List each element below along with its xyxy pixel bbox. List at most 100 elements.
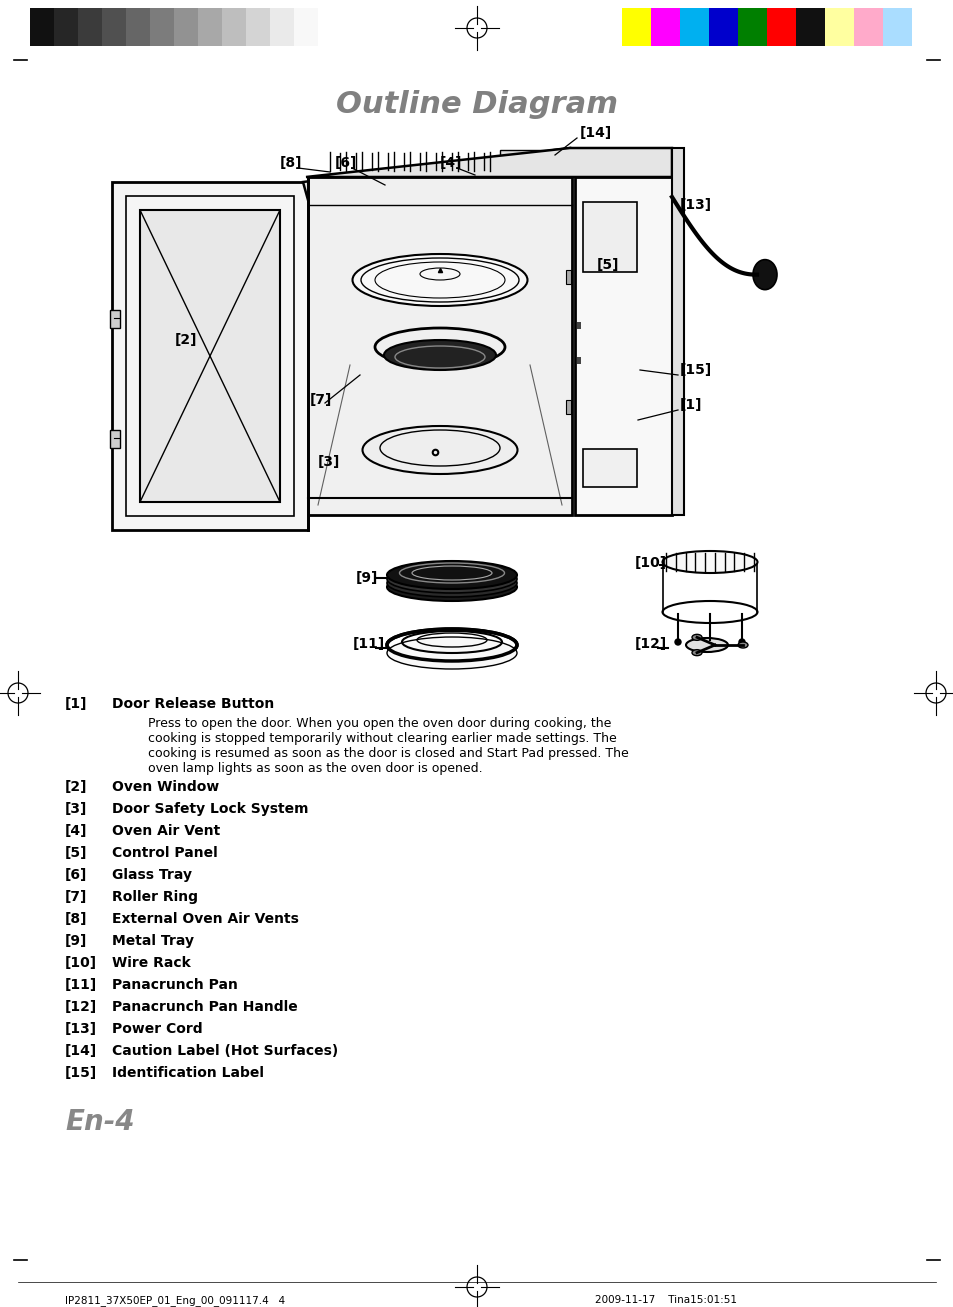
Circle shape — [706, 639, 712, 644]
Bar — [565, 271, 571, 284]
Text: Roller Ring: Roller Ring — [112, 890, 198, 904]
Bar — [499, 150, 544, 169]
Ellipse shape — [691, 650, 701, 656]
Ellipse shape — [685, 638, 727, 652]
Ellipse shape — [375, 328, 504, 366]
Bar — [270, 8, 294, 46]
Bar — [738, 8, 766, 46]
Polygon shape — [112, 182, 308, 531]
Text: cooking is stopped temporarily without clearing earlier made settings. The: cooking is stopped temporarily without c… — [148, 732, 616, 745]
Text: Glass Tray: Glass Tray — [112, 868, 192, 882]
Text: [3]: [3] — [65, 802, 88, 816]
Text: [7]: [7] — [65, 890, 88, 904]
Text: [6]: [6] — [335, 156, 357, 170]
Ellipse shape — [738, 642, 747, 648]
Text: [11]: [11] — [353, 637, 385, 651]
Text: [13]: [13] — [65, 1022, 97, 1036]
Bar — [621, 8, 650, 46]
Bar — [294, 8, 317, 46]
Text: Wire Rack: Wire Rack — [112, 955, 191, 970]
Bar — [54, 8, 78, 46]
Text: [3]: [3] — [317, 455, 340, 469]
Polygon shape — [671, 148, 683, 515]
Text: [10]: [10] — [65, 955, 97, 970]
Text: [14]: [14] — [579, 125, 612, 140]
Bar — [577, 322, 580, 329]
Text: [12]: [12] — [635, 637, 666, 651]
Ellipse shape — [661, 552, 757, 572]
Bar — [824, 8, 853, 46]
Text: cooking is resumed as soon as the door is closed and Start Pad pressed. The: cooking is resumed as soon as the door i… — [148, 748, 628, 759]
Text: [2]: [2] — [174, 333, 197, 346]
Text: En-4: En-4 — [65, 1108, 134, 1136]
Text: [15]: [15] — [679, 363, 712, 376]
Text: [14]: [14] — [65, 1044, 97, 1057]
Text: Oven Window: Oven Window — [112, 780, 219, 793]
Bar — [102, 8, 126, 46]
Bar — [565, 400, 571, 414]
Bar — [308, 176, 572, 515]
Bar — [582, 203, 637, 272]
Bar — [150, 8, 173, 46]
Bar — [246, 8, 270, 46]
Bar — [679, 8, 708, 46]
Bar — [853, 8, 882, 46]
Ellipse shape — [752, 260, 776, 290]
Bar — [30, 8, 54, 46]
Bar — [582, 450, 637, 488]
Bar — [882, 8, 911, 46]
Polygon shape — [303, 148, 569, 200]
Text: Panacrunch Pan: Panacrunch Pan — [112, 978, 237, 992]
Bar — [222, 8, 246, 46]
Ellipse shape — [387, 565, 517, 593]
Bar — [708, 8, 738, 46]
Text: Panacrunch Pan Handle: Panacrunch Pan Handle — [112, 1000, 297, 1014]
Text: [4]: [4] — [439, 156, 462, 170]
Text: Outline Diagram: Outline Diagram — [335, 90, 618, 119]
Text: [8]: [8] — [65, 912, 88, 925]
Text: Power Cord: Power Cord — [112, 1022, 202, 1036]
Bar — [575, 176, 671, 515]
Bar — [110, 430, 120, 448]
Text: oven lamp lights as soon as the oven door is opened.: oven lamp lights as soon as the oven doo… — [148, 762, 482, 775]
Text: Control Panel: Control Panel — [112, 846, 217, 860]
Ellipse shape — [387, 569, 517, 597]
Text: [1]: [1] — [679, 399, 701, 412]
Ellipse shape — [387, 561, 517, 589]
Text: [4]: [4] — [65, 823, 88, 838]
Bar — [78, 8, 102, 46]
Ellipse shape — [384, 340, 496, 370]
Text: Door Safety Lock System: Door Safety Lock System — [112, 802, 308, 816]
Circle shape — [739, 639, 744, 644]
Text: External Oven Air Vents: External Oven Air Vents — [112, 912, 298, 925]
Bar — [795, 8, 824, 46]
Circle shape — [675, 639, 680, 644]
Polygon shape — [140, 210, 280, 502]
Bar — [577, 357, 580, 365]
Text: [1]: [1] — [65, 697, 88, 711]
Text: [5]: [5] — [597, 257, 618, 272]
Text: Oven Air Vent: Oven Air Vent — [112, 823, 220, 838]
Text: Caution Label (Hot Surfaces): Caution Label (Hot Surfaces) — [112, 1044, 338, 1057]
Bar — [126, 8, 150, 46]
Ellipse shape — [387, 572, 517, 601]
Ellipse shape — [352, 254, 527, 306]
Text: [13]: [13] — [679, 197, 711, 212]
Bar — [766, 8, 795, 46]
Text: Identification Label: Identification Label — [112, 1067, 264, 1080]
Polygon shape — [306, 148, 671, 176]
Bar — [173, 8, 198, 46]
Text: [12]: [12] — [65, 1000, 97, 1014]
Text: [6]: [6] — [65, 868, 88, 882]
Ellipse shape — [387, 637, 517, 669]
Text: 2009-11-17    Tina15:01:51: 2009-11-17 Tina15:01:51 — [595, 1295, 737, 1304]
Ellipse shape — [362, 426, 517, 474]
Text: IP2811_37X50EP_01_Eng_00_091117.4   4: IP2811_37X50EP_01_Eng_00_091117.4 4 — [65, 1295, 285, 1306]
Bar — [110, 310, 120, 328]
Text: Door Release Button: Door Release Button — [112, 697, 274, 711]
Text: [9]: [9] — [355, 571, 378, 586]
Text: [5]: [5] — [65, 846, 88, 860]
Text: [10]: [10] — [635, 555, 666, 570]
Ellipse shape — [691, 634, 701, 640]
Text: [9]: [9] — [65, 935, 88, 948]
